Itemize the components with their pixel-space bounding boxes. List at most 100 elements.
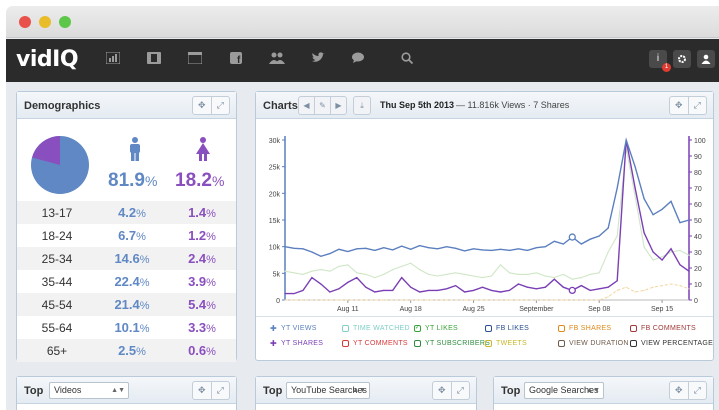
panel-controls: ✥ ⤢ [192,96,230,115]
x-tick-label: September [519,306,554,313]
series-point [472,275,475,277]
legend-label: YT LIKES [425,325,459,332]
series-point [284,293,286,295]
bar-chart-icon[interactable] [104,51,122,68]
legend-item[interactable]: VIEW DURATION [558,340,629,347]
download-icon[interactable]: ⤓ [353,96,371,115]
analytics-line-chart[interactable]: 0 5k 10k 15k 20k 25k 30k 0 10 20 30 40 50 60 70 80 90 100… [256,128,713,313]
series-point [347,250,349,253]
expand-icon[interactable]: ⤢ [210,382,230,399]
legend-item[interactable]: FB LIKES [485,325,529,332]
series-point [517,299,520,301]
legend-item[interactable]: FB SHARES [558,325,611,332]
top-youtube-searches-select[interactable]: YouTube Searches ▲▼ [286,382,370,399]
user-icon[interactable] [697,50,715,68]
series-point [374,249,376,251]
vidiq-logo[interactable]: vidIQ [16,47,79,72]
age-group: 45-54 [41,298,73,312]
legend-item[interactable]: ✓ YT LIKES [414,325,458,332]
series-point [454,247,457,249]
expand-icon[interactable]: ⤢ [450,382,470,399]
box-icon [558,340,565,347]
series-point [419,269,421,271]
series-point [383,299,385,301]
next-icon[interactable]: ▶ [330,96,347,115]
select-arrow-icon: ▲▼ [586,387,600,394]
series-point [580,277,582,279]
series-point [553,299,555,301]
series-point [589,273,591,275]
series-point [320,283,322,285]
series-point [329,291,331,293]
series-point [410,286,412,288]
series-point [526,249,528,251]
male-percentage: 81.9% [108,170,158,191]
close-window-button[interactable] [19,16,31,28]
charts-title: Charts [263,100,298,112]
previous-icon[interactable]: ◀ [298,96,315,115]
facebook-icon[interactable]: f [227,52,245,68]
top-google-searches-select[interactable]: Google Searches ▲▼ [524,382,604,399]
series-point [347,264,349,266]
expand-icon[interactable]: ⤢ [210,97,230,114]
series-point [544,299,546,301]
top-youtube-searches-label: Top [263,385,283,397]
legend-item[interactable]: TWEETS [485,340,527,347]
series-point [571,299,573,301]
series-point [643,246,645,248]
series-point [284,246,286,248]
legend-item[interactable]: TIME WATCHED [342,325,410,332]
legend-item[interactable]: YT COMMENTS [342,340,408,347]
gender-pie-chart [31,136,89,194]
series-point [580,285,582,287]
legend-item[interactable]: YT SUBSCRIBERS [414,340,490,347]
female-share: 5.4% [188,297,216,312]
move-icon[interactable]: ✥ [437,385,446,395]
pin-icon[interactable]: ✎ [314,96,331,115]
series-point [329,299,331,301]
twitter-icon[interactable] [309,52,327,68]
browser-icon[interactable] [186,51,204,68]
series-point [688,254,690,256]
top-videos-select[interactable]: Videos ▲▼ [49,382,129,399]
male-share: 14.6% [114,251,150,266]
maximize-window-button[interactable] [59,16,71,28]
users-icon[interactable] [268,52,286,68]
series-point [562,299,564,301]
legend-item[interactable]: FB COMMENTS [630,325,696,332]
legend-label: YT COMMENTS [353,340,408,347]
series-point [463,273,466,275]
box-icon [485,340,492,347]
box-icon [630,325,637,332]
box-icon [558,325,565,332]
series-point [652,286,654,288]
series-point [311,299,313,301]
move-icon[interactable]: ✥ [197,385,206,395]
legend-item[interactable]: VIEW PERCENTAGE [630,340,713,347]
expand-icon[interactable]: ⤢ [687,382,707,399]
series-point [634,291,636,293]
series-point [499,264,502,266]
series-point [553,240,555,242]
series-point [571,278,573,280]
chat-icon[interactable] [350,52,368,68]
legend-item[interactable]: ✚ YT SHARES [270,340,323,348]
female-share: 2.4% [188,251,216,266]
series-point [401,299,403,301]
move-icon[interactable]: ✥ [674,100,683,110]
series-point [634,195,636,197]
legend-label: TWEETS [496,340,527,347]
charts-panel: Charts ◀ ✎ ▶ ⤓ Thu Sep 5th 2013 — 11.816… [255,91,714,361]
panel-controls: ✥ ⤢ [192,381,230,400]
search-icon[interactable] [398,52,416,68]
minimize-window-button[interactable] [39,16,51,28]
box-icon [630,340,637,347]
move-icon[interactable]: ✥ [197,100,206,110]
expand-icon[interactable]: ⤢ [687,97,707,114]
move-icon[interactable]: ✥ [674,385,683,395]
film-icon[interactable] [145,52,163,68]
legend-item[interactable]: ✚ YT VIEWS [270,325,317,333]
gear-icon[interactable] [673,50,691,68]
series-point [374,299,376,301]
